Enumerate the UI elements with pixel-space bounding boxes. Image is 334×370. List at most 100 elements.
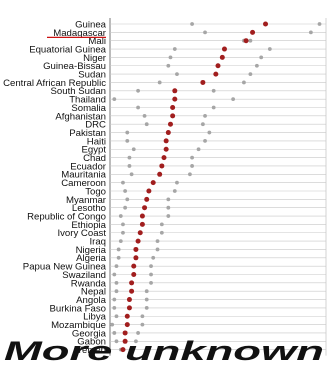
lower-bound-point bbox=[157, 80, 162, 85]
caption-text: More unknown bbox=[4, 336, 324, 366]
lower-bound-point bbox=[144, 122, 149, 127]
upper-bound-point bbox=[172, 189, 177, 193]
upper-bound-point bbox=[166, 205, 171, 210]
lower-bound-point bbox=[112, 297, 117, 302]
upper-bound-point bbox=[136, 331, 140, 335]
category-label: Niger bbox=[83, 53, 107, 64]
lower-bound-point bbox=[190, 22, 194, 26]
estimate-point bbox=[135, 238, 141, 244]
upper-bound-point bbox=[248, 38, 253, 43]
upper-bound-point bbox=[259, 55, 264, 60]
upper-bound-point bbox=[166, 214, 171, 218]
lower-bound-point bbox=[166, 63, 171, 68]
category-label: Chad bbox=[83, 153, 106, 164]
lower-bound-point bbox=[123, 205, 128, 210]
estimate-point bbox=[163, 146, 169, 152]
category-label: Georgia bbox=[72, 328, 107, 339]
upper-bound-point bbox=[134, 339, 138, 344]
category-label: Nepal bbox=[81, 287, 106, 298]
estimate-point bbox=[126, 297, 132, 303]
estimate-point bbox=[131, 263, 137, 269]
estimate-point bbox=[161, 155, 167, 161]
upper-bound-point bbox=[159, 230, 164, 235]
lower-bound-point bbox=[116, 255, 121, 260]
category-label: Central African Republic bbox=[3, 78, 106, 89]
upper-bound-point bbox=[308, 30, 313, 35]
lower-bound-point bbox=[136, 105, 140, 110]
category-label: Lesotho bbox=[72, 203, 106, 214]
lower-bound-point bbox=[127, 155, 132, 160]
lower-bound-point bbox=[112, 331, 117, 335]
lower-bound-point bbox=[116, 247, 121, 252]
category-label: Thailand bbox=[69, 95, 106, 106]
category-label: Mauritania bbox=[61, 170, 106, 181]
estimate-point bbox=[167, 121, 173, 127]
category-label: Somalia bbox=[71, 103, 106, 114]
upper-bound-point bbox=[196, 147, 201, 152]
upper-bound-point bbox=[155, 247, 160, 252]
upper-bound-point bbox=[190, 155, 194, 160]
estimate-point bbox=[157, 171, 163, 177]
upper-bound-point bbox=[248, 72, 253, 76]
upper-bound-point bbox=[144, 289, 149, 294]
lower-bound-point bbox=[112, 306, 117, 310]
estimate-point bbox=[172, 88, 178, 94]
upper-bound-point bbox=[211, 105, 216, 110]
estimate-point bbox=[142, 205, 148, 211]
lower-bound-point bbox=[168, 55, 173, 60]
estimate-point bbox=[129, 280, 135, 286]
estimate-point bbox=[139, 221, 145, 227]
category-label: Madagascar bbox=[53, 28, 107, 39]
lower-bound-point bbox=[131, 147, 136, 152]
estimate-point bbox=[133, 255, 139, 261]
upper-bound-point bbox=[151, 255, 156, 260]
lower-bound-point bbox=[118, 214, 123, 218]
estimate-point bbox=[126, 305, 132, 311]
lower-bound-point bbox=[172, 47, 177, 51]
estimate-point bbox=[150, 180, 156, 186]
estimate-point bbox=[213, 71, 219, 77]
category-label: Afghanistan bbox=[55, 111, 106, 122]
lower-bound-point bbox=[121, 180, 125, 185]
estimate-point bbox=[124, 313, 130, 319]
upper-bound-point bbox=[317, 22, 322, 26]
estimate-point bbox=[250, 29, 256, 35]
estimate-point bbox=[172, 96, 178, 102]
estimate-point bbox=[219, 54, 225, 60]
category-label: Burkina Faso bbox=[49, 303, 106, 314]
lower-bound-point bbox=[114, 339, 119, 344]
estimate-point bbox=[170, 105, 176, 110]
lower-bound-point bbox=[136, 88, 140, 93]
estimate-point bbox=[137, 230, 143, 236]
category-label: Rwanda bbox=[71, 278, 107, 289]
upper-bound-point bbox=[149, 280, 153, 285]
axis-frame bbox=[109, 18, 327, 356]
estimate-point bbox=[124, 322, 130, 328]
lower-bound-point bbox=[110, 322, 115, 327]
category-label: Pakistan bbox=[69, 128, 106, 139]
category-label: Equatorial Guinea bbox=[29, 44, 106, 55]
upper-bound-point bbox=[140, 314, 145, 319]
interval-points bbox=[110, 22, 322, 352]
lower-bound-point bbox=[112, 97, 117, 102]
category-label: Mozambique bbox=[51, 320, 106, 331]
category-label: Egypt bbox=[81, 145, 106, 156]
lower-bound-point bbox=[125, 130, 130, 135]
category-label: Nigeria bbox=[76, 245, 107, 256]
upper-bound-point bbox=[159, 222, 164, 227]
estimate-point bbox=[120, 347, 126, 353]
lower-bound-point bbox=[125, 139, 130, 143]
lower-bound-point bbox=[175, 72, 179, 76]
estimate-point bbox=[159, 163, 165, 169]
upper-bound-point bbox=[200, 122, 205, 127]
upper-bound-point bbox=[207, 130, 212, 135]
category-label: Haiti bbox=[87, 136, 106, 147]
category-label: Togo bbox=[85, 186, 106, 197]
category-label: Guinea bbox=[75, 19, 107, 30]
estimate-point bbox=[163, 138, 169, 144]
estimate-point bbox=[200, 79, 206, 85]
upper-bound-point bbox=[140, 322, 145, 327]
category-label: Yemen bbox=[76, 345, 106, 356]
upper-bound-point bbox=[155, 239, 160, 244]
estimate-point bbox=[170, 113, 176, 119]
